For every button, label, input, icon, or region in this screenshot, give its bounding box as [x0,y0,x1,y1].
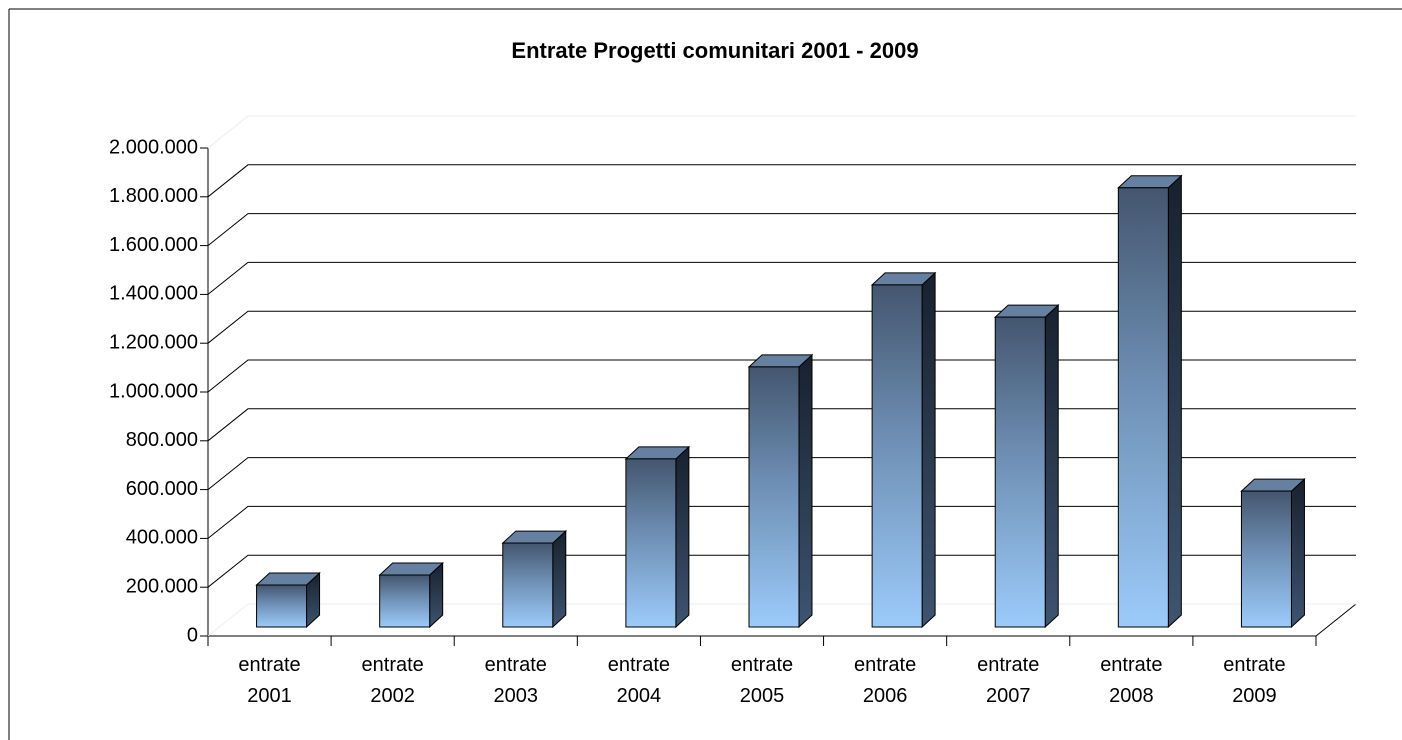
x-tick-label: entrate 2004 [607,654,670,707]
grid-line [207,213,1356,246]
y-tick-label: 1.800.000 [109,185,198,207]
grid-line [207,310,1356,344]
x-tick-label: entrate 2006 [853,654,917,707]
bar [501,529,568,629]
y-tick-label: 800.000 [126,429,198,451]
bar-side [921,271,936,629]
grid-line [207,115,1356,149]
bar-side [1290,477,1305,629]
bar [1117,174,1183,629]
bar-side [552,529,567,629]
y-tick-label: 1.400.000 [109,283,198,305]
bar [747,353,814,629]
bar-front [748,366,800,628]
grid-line [207,505,1356,539]
bar-front [1117,187,1169,628]
bar [870,271,937,629]
y-tick-label: 200.000 [126,575,198,597]
grid-line [207,554,1356,588]
bar-front [871,284,923,628]
y-tick-label: 2.000.000 [109,136,198,158]
y-tick-label: 400.000 [126,527,198,549]
chart-title: Entrate Progetti comunitari 2001 - 2009 [511,38,918,63]
y-tick-label: 600.000 [126,478,198,500]
bar-side [1044,303,1059,629]
x-tick-label: entrate 2008 [1100,654,1163,707]
bar-front [1240,490,1292,628]
grid-line [207,408,1356,442]
grid-line [207,603,1356,637]
bar-front [625,458,677,628]
bar-front [502,542,554,628]
x-tick-label: entrate 2009 [1223,654,1286,707]
y-tick-label: 1.000.000 [109,380,198,402]
bar-side [675,445,690,629]
bar-front [994,316,1046,628]
grid-line [207,457,1356,490]
grid-line [207,164,1356,198]
bar [378,561,444,629]
grid-line [207,359,1356,393]
bar-front [379,574,431,628]
bar [1240,477,1306,629]
x-tick-label: entrate 2005 [730,654,794,707]
x-tick-label: entrate 2003 [484,654,547,707]
x-tick-label: entrate 2002 [361,654,424,707]
bar [993,303,1060,629]
bar [255,571,321,629]
bar-side [1167,174,1182,629]
grid-line [207,261,1356,295]
bar-front [256,584,308,628]
bar [624,445,691,629]
x-tick-label: entrate 2001 [238,654,301,707]
bar-side [798,353,813,629]
y-tick-label: 0 [187,624,198,646]
y-tick-label: 1.200.000 [109,331,198,353]
floor-edge [1315,603,1357,637]
y-tick-label: 1.600.000 [109,234,198,256]
x-tick-label: entrate 2007 [977,654,1040,707]
